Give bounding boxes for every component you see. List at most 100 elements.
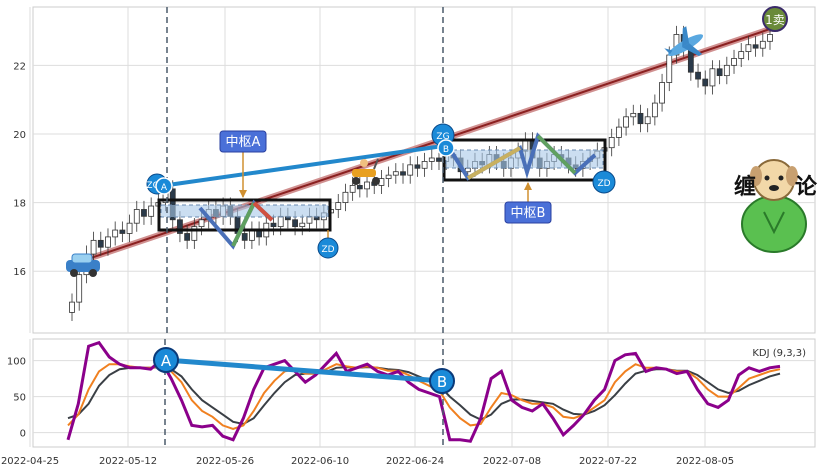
- candle-body: [148, 205, 155, 217]
- candle-body: [299, 222, 306, 228]
- point-b-price-marker: [437, 139, 455, 157]
- sell-signal-marker: [762, 6, 788, 32]
- center-box-a: [157, 198, 332, 232]
- price-y-tick-label: 20: [13, 130, 26, 141]
- candle-body: [738, 51, 745, 59]
- center-a-label: 中枢A: [226, 135, 261, 150]
- candle-body: [126, 222, 133, 234]
- candle-body: [292, 219, 298, 228]
- zd-a-marker: [317, 237, 339, 259]
- point-a-price-text: A: [161, 183, 168, 193]
- candle-body: [421, 161, 428, 169]
- price-y-tick-label: 18: [13, 199, 26, 210]
- zd-a-text: ZD: [321, 245, 334, 255]
- candle-body: [615, 126, 622, 138]
- candle-body: [349, 185, 356, 193]
- mascot-text-right: 论: [795, 174, 818, 200]
- candle-body: [709, 68, 716, 87]
- candle-body: [767, 34, 773, 42]
- candle-body: [356, 185, 363, 190]
- sell-signal-text: 1卖: [765, 13, 785, 27]
- x-tick-label: 2022-06-24: [386, 456, 444, 467]
- candle-body: [97, 239, 104, 248]
- candle-body: [392, 171, 399, 176]
- candle-body: [731, 58, 737, 66]
- candle-body: [400, 171, 406, 176]
- x-tick-label: 2022-04-25: [1, 456, 59, 467]
- candle-body: [76, 274, 83, 303]
- point-a-kdj-marker: [153, 347, 179, 373]
- candle-body: [414, 164, 421, 169]
- kdj-title: KDJ (9,3,3): [752, 348, 806, 359]
- scooter-icon: [352, 158, 380, 185]
- zg-b-text: ZG: [436, 132, 449, 142]
- a-b-connector-kdj: [165, 357, 443, 384]
- price-y-tick-label: 16: [13, 267, 26, 278]
- candle-body: [407, 164, 414, 176]
- point-a-kdj-text: A: [161, 352, 172, 370]
- candle-body: [695, 71, 701, 80]
- mascot-text-left: 缠: [734, 174, 756, 200]
- kdj-series-line: [66, 340, 781, 443]
- point-b-kdj-text: B: [437, 373, 447, 391]
- center-b-label: 中枢B: [511, 206, 546, 221]
- kdj-y-tick-label: 50: [13, 393, 26, 404]
- candle-body: [623, 116, 629, 128]
- candle-body: [248, 229, 255, 241]
- candle-body: [169, 188, 176, 221]
- x-tick-label: 2022-07-22: [579, 456, 637, 467]
- candle-body: [759, 40, 766, 49]
- candle-body: [745, 44, 752, 53]
- candle-body: [666, 54, 673, 83]
- center-a-zigzag-green: [231, 202, 256, 247]
- center-a-label-box: [219, 130, 267, 153]
- mascot-dog-icon: [741, 159, 807, 253]
- candle-body: [342, 191, 349, 204]
- car-icon: [66, 253, 100, 277]
- candle-body: [177, 219, 183, 234]
- kdj-y-tick-label: 0: [20, 429, 26, 440]
- point-a-price-marker: [155, 177, 173, 195]
- candle-body: [69, 301, 75, 313]
- kdj-y-tick-label: 100: [7, 357, 26, 368]
- center-b-zigzag-tan: [467, 146, 521, 180]
- candle-body: [112, 229, 119, 238]
- x-tick-label: 2022-06-10: [291, 456, 349, 467]
- candle-body: [90, 239, 97, 255]
- candle-body: [119, 229, 126, 234]
- candle-body: [385, 174, 392, 179]
- candle-body: [241, 233, 248, 241]
- a-b-connector-price: [167, 144, 444, 187]
- price-y-tick-label: 22: [13, 61, 26, 72]
- zd-b-text: ZD: [597, 179, 610, 189]
- candle-body: [335, 202, 342, 210]
- candle-body: [184, 233, 191, 241]
- center-b-label-box: [504, 201, 552, 224]
- point-b-kdj-marker: [429, 368, 455, 394]
- center-box-a-inner: [160, 204, 329, 218]
- candle-body: [105, 236, 111, 248]
- candle-body: [141, 209, 147, 217]
- center-b-zigzag-green: [536, 134, 577, 175]
- candle-body: [191, 226, 198, 241]
- candle-body: [270, 222, 277, 228]
- candle-body: [752, 44, 759, 49]
- candle-body: [637, 112, 644, 125]
- candle-body: [723, 64, 730, 77]
- label-b-arrowhead: [524, 182, 532, 190]
- zg-a-text: ZG: [146, 181, 159, 191]
- candle-body: [659, 82, 665, 104]
- candle-body: [198, 219, 205, 228]
- candle-body: [364, 181, 370, 190]
- candle-body: [702, 78, 709, 87]
- point-b-price-text: B: [443, 145, 449, 155]
- candle-body: [133, 209, 140, 224]
- price-panel: [32, 6, 816, 334]
- candle-body: [630, 112, 637, 118]
- label-a-arrowhead: [239, 190, 247, 198]
- x-tick-label: 2022-05-26: [196, 456, 254, 467]
- x-tick-label: 2022-08-05: [676, 456, 734, 467]
- x-tick-label: 2022-07-08: [483, 456, 541, 467]
